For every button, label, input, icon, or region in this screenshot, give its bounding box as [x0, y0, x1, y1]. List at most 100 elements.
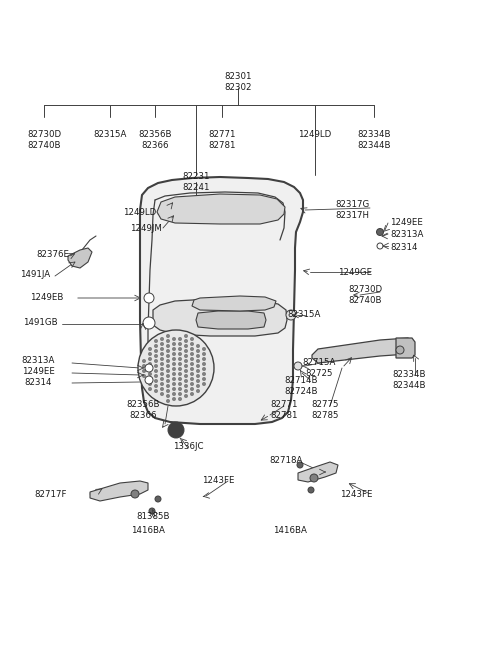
Circle shape	[190, 352, 194, 356]
Circle shape	[178, 352, 182, 356]
Circle shape	[178, 377, 182, 381]
Circle shape	[148, 372, 152, 376]
Text: 82715A
82725: 82715A 82725	[302, 358, 336, 378]
Text: 1243FE: 1243FE	[202, 476, 235, 485]
Circle shape	[148, 367, 152, 371]
Circle shape	[148, 357, 152, 361]
Circle shape	[310, 474, 318, 482]
Circle shape	[202, 347, 206, 351]
Circle shape	[184, 339, 188, 343]
Circle shape	[142, 369, 146, 373]
Circle shape	[142, 359, 146, 363]
Circle shape	[142, 374, 146, 378]
Text: 82301
82302: 82301 82302	[224, 72, 252, 92]
Text: 82730D
82740B: 82730D 82740B	[348, 285, 382, 305]
Circle shape	[160, 357, 164, 361]
Circle shape	[178, 387, 182, 391]
Circle shape	[148, 387, 152, 391]
Circle shape	[196, 354, 200, 358]
Circle shape	[376, 229, 384, 236]
Circle shape	[166, 399, 170, 403]
Circle shape	[190, 372, 194, 376]
Circle shape	[190, 382, 194, 386]
Text: 82376E: 82376E	[36, 250, 70, 259]
Circle shape	[172, 347, 176, 351]
Circle shape	[154, 359, 158, 363]
Circle shape	[202, 362, 206, 366]
Circle shape	[172, 372, 176, 376]
Text: 82314: 82314	[390, 243, 418, 252]
Circle shape	[172, 377, 176, 381]
Polygon shape	[68, 248, 92, 268]
Circle shape	[308, 487, 314, 493]
Circle shape	[160, 362, 164, 366]
Circle shape	[172, 362, 176, 366]
Text: 82718A: 82718A	[269, 456, 303, 465]
Circle shape	[148, 352, 152, 356]
Polygon shape	[396, 338, 415, 358]
Circle shape	[178, 357, 182, 361]
Circle shape	[131, 490, 139, 498]
Circle shape	[138, 330, 214, 406]
Circle shape	[184, 364, 188, 368]
Circle shape	[160, 377, 164, 381]
Text: 82315A: 82315A	[287, 310, 320, 319]
Text: 1243FE: 1243FE	[340, 490, 372, 499]
Circle shape	[202, 367, 206, 371]
Circle shape	[160, 337, 164, 341]
Circle shape	[154, 349, 158, 353]
Circle shape	[155, 496, 161, 502]
Text: 1249EE: 1249EE	[390, 218, 423, 227]
Circle shape	[144, 293, 154, 303]
Circle shape	[166, 334, 170, 338]
Circle shape	[145, 364, 153, 372]
Text: 82231
82241: 82231 82241	[182, 172, 210, 192]
Circle shape	[178, 337, 182, 341]
Text: 82334B
82344B: 82334B 82344B	[392, 370, 425, 390]
Polygon shape	[157, 194, 285, 224]
Circle shape	[190, 337, 194, 341]
Text: 82730D
82740B: 82730D 82740B	[27, 130, 61, 150]
Circle shape	[184, 369, 188, 373]
Circle shape	[172, 337, 176, 341]
Circle shape	[166, 349, 170, 353]
Circle shape	[154, 379, 158, 383]
Circle shape	[172, 397, 176, 401]
Circle shape	[202, 382, 206, 386]
Circle shape	[178, 382, 182, 386]
Text: 1336JC: 1336JC	[173, 442, 203, 451]
Circle shape	[148, 362, 152, 366]
Circle shape	[190, 387, 194, 391]
Text: 1249LD: 1249LD	[123, 208, 156, 217]
Text: 1249GE: 1249GE	[338, 268, 372, 277]
Circle shape	[294, 362, 302, 370]
Circle shape	[184, 384, 188, 388]
Circle shape	[178, 397, 182, 401]
Circle shape	[196, 379, 200, 383]
Circle shape	[172, 342, 176, 346]
Circle shape	[196, 374, 200, 378]
Circle shape	[196, 359, 200, 363]
Text: 1491JA: 1491JA	[20, 270, 50, 279]
Circle shape	[154, 344, 158, 348]
Circle shape	[286, 310, 296, 320]
Circle shape	[184, 379, 188, 383]
Circle shape	[149, 508, 155, 514]
Circle shape	[160, 382, 164, 386]
Circle shape	[196, 349, 200, 353]
Circle shape	[190, 367, 194, 371]
Circle shape	[160, 342, 164, 346]
Circle shape	[148, 382, 152, 386]
Circle shape	[190, 392, 194, 396]
Polygon shape	[140, 177, 303, 424]
Circle shape	[168, 422, 184, 438]
Circle shape	[396, 346, 404, 354]
Circle shape	[202, 377, 206, 381]
Circle shape	[166, 369, 170, 373]
Circle shape	[196, 344, 200, 348]
Circle shape	[160, 352, 164, 356]
Circle shape	[166, 339, 170, 343]
Circle shape	[178, 372, 182, 376]
Circle shape	[166, 389, 170, 393]
Circle shape	[196, 369, 200, 373]
